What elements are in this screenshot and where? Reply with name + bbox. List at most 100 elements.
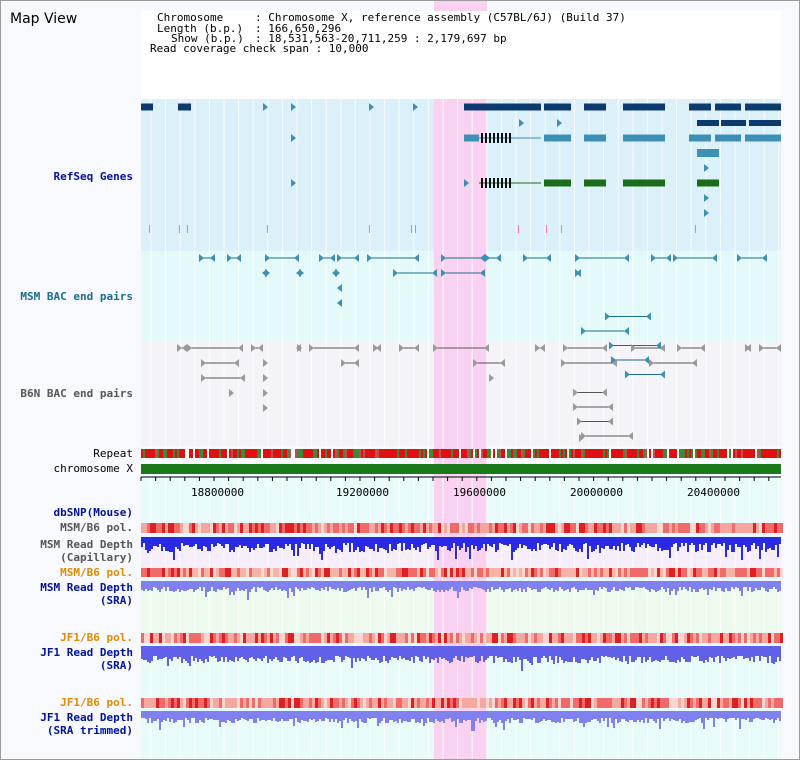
track-label-msm-depth-cap[interactable]: MSM Read Depth	[40, 538, 133, 551]
polymorphism-cell	[252, 523, 255, 533]
depth-bar	[227, 537, 229, 544]
depth-bar	[737, 711, 739, 718]
depth-bar	[489, 646, 491, 656]
track-label-jf1-b6-pol[interactable]: JF1/B6 pol.	[60, 631, 133, 644]
bac-end	[376, 344, 381, 352]
repeat-element	[445, 449, 447, 458]
depth-bar	[633, 537, 635, 552]
depth-bar	[647, 711, 649, 723]
gene-feature	[464, 134, 479, 142]
polymorphism-cell	[456, 633, 459, 643]
depth-bar	[357, 711, 359, 728]
track-label-jf1-depth-sra[interactable]: JF1 Read Depth	[40, 646, 133, 659]
track-label-dbsnp[interactable]: dbSNP(Mouse)	[53, 506, 133, 519]
polymorphism-cell	[648, 568, 651, 577]
depth-bar	[247, 581, 249, 600]
track-label-msm-b6-pol-2[interactable]: MSM/B6 pol.	[60, 566, 133, 579]
polymorphism-cell	[651, 568, 654, 577]
depth-bar	[281, 537, 283, 548]
polymorphism-cell	[468, 523, 471, 533]
depth-bar	[371, 711, 373, 718]
bac-end	[341, 359, 346, 367]
depth-bar	[591, 711, 593, 720]
depth-bar	[319, 581, 321, 591]
polymorphism-cell	[528, 633, 531, 643]
polymorphism-cell	[180, 698, 183, 708]
track-label-refseq[interactable]: RefSeq Genes	[53, 170, 133, 183]
depth-bar	[409, 581, 411, 590]
depth-bar	[207, 537, 209, 551]
repeat-element	[373, 449, 375, 458]
track-label-msm-bac[interactable]: MSM BAC end pairs	[20, 290, 133, 303]
track-label-msm-b6-pol[interactable]: MSM/B6 pol.	[60, 521, 133, 534]
polymorphism-cell	[450, 568, 453, 577]
polymorphism-cell	[381, 698, 384, 708]
track-label-b6n-bac[interactable]: B6N BAC end pairs	[20, 387, 133, 400]
depth-bar	[427, 646, 429, 657]
polymorphism-cell	[174, 523, 177, 533]
polymorphism-cell	[420, 523, 423, 533]
polymorphism-cell	[669, 633, 672, 643]
polymorphism-cell	[666, 698, 669, 708]
polymorphism-cell	[234, 568, 237, 577]
bac-end	[309, 344, 314, 352]
depth-bar	[511, 711, 513, 718]
depth-bar	[499, 537, 501, 543]
depth-bar	[645, 646, 647, 662]
polymorphism-cell	[342, 568, 345, 577]
repeat-element	[577, 449, 579, 458]
depth-bar	[439, 537, 441, 546]
depth-bar	[447, 711, 449, 719]
depth-bar	[303, 711, 305, 721]
depth-bar	[345, 646, 347, 656]
polymorphism-cell	[561, 698, 564, 708]
depth-bar	[755, 646, 757, 656]
polymorphism-cell	[417, 568, 420, 577]
repeat-element	[679, 449, 681, 458]
depth-bar	[729, 581, 731, 591]
depth-bar	[465, 581, 467, 591]
depth-bar	[339, 581, 341, 591]
polymorphism-cell	[438, 568, 441, 577]
repeat-element	[381, 449, 383, 458]
depth-bar	[309, 711, 311, 719]
polymorphism-cell	[165, 568, 168, 577]
polymorphism-cell	[168, 523, 171, 533]
depth-bar	[197, 646, 199, 662]
polymorphism-cell	[354, 633, 357, 643]
depth-bar	[347, 711, 349, 723]
depth-bar	[503, 537, 505, 545]
repeat-element	[515, 449, 517, 458]
repeat-element	[385, 449, 387, 458]
depth-bar	[661, 537, 663, 551]
depth-bar	[545, 646, 547, 658]
track-label-jf1-b6-pol-2[interactable]: JF1/B6 pol.	[60, 696, 133, 709]
depth-bar	[197, 581, 199, 589]
polymorphism-cell	[402, 523, 405, 533]
polymorphism-cell	[723, 523, 726, 533]
depth-bar	[653, 711, 655, 721]
depth-bar	[551, 646, 553, 660]
depth-bar	[579, 711, 581, 723]
track-label-msm-depth-sra[interactable]: MSM Read Depth	[40, 581, 133, 594]
polymorphism-cell	[348, 698, 351, 708]
depth-bar	[725, 581, 727, 588]
bac-end	[746, 344, 751, 352]
depth-bar	[333, 646, 335, 662]
depth-bar	[273, 646, 275, 659]
depth-bar	[303, 646, 305, 661]
depth-bar	[565, 646, 567, 661]
polymorphism-cell	[165, 523, 168, 533]
track-label-jf1-depth-trim[interactable]: JF1 Read Depth	[40, 711, 133, 724]
depth-bar	[417, 581, 419, 587]
depth-bar	[749, 537, 751, 551]
polymorphism-cell	[762, 523, 765, 533]
polymorphism-cell	[219, 568, 222, 577]
depth-bar	[229, 646, 231, 660]
bac-end	[201, 359, 206, 367]
depth-bar	[177, 581, 179, 589]
depth-bar	[413, 537, 415, 548]
depth-bar	[753, 581, 755, 591]
depth-bar	[403, 537, 405, 543]
